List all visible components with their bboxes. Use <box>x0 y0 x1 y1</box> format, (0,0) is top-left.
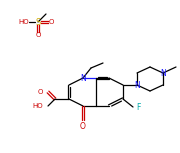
Text: N: N <box>134 80 140 90</box>
Text: N: N <box>160 69 166 78</box>
Text: HO: HO <box>32 103 43 109</box>
Text: N: N <box>80 73 86 82</box>
Text: O: O <box>38 89 43 95</box>
Text: S: S <box>35 17 41 26</box>
Text: F: F <box>136 103 140 112</box>
Text: O: O <box>48 19 54 25</box>
Text: O: O <box>35 32 41 38</box>
Text: HO: HO <box>19 19 29 25</box>
Text: O: O <box>80 122 86 131</box>
